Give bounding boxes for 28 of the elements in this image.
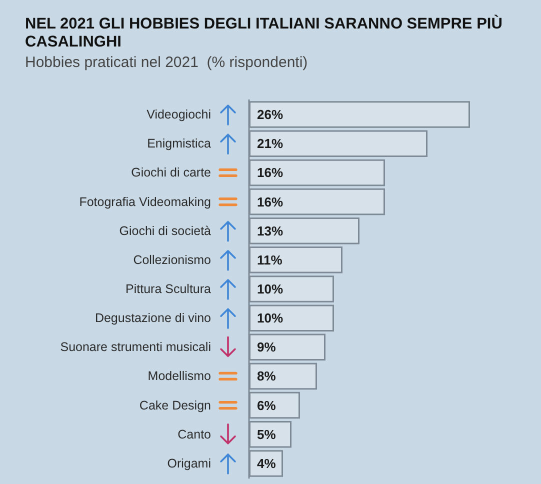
chart-title: NEL 2021 GLI HOBBIES DEGLI ITALIANI SARANNO SEMPRE PIÙ CASALINGHI xyxy=(25,14,507,50)
data-label: 4% xyxy=(257,456,276,471)
data-label: 11% xyxy=(257,252,283,268)
y-tick-label: Videogiochi xyxy=(146,108,211,122)
y-tick-label: Origami xyxy=(167,456,211,470)
chart-subtitle: Hobbies praticati nel 2021 (% rispondenti) xyxy=(25,54,308,71)
data-label: 21% xyxy=(257,136,284,152)
data-label: 10% xyxy=(257,282,284,296)
data-label: 6% xyxy=(257,398,276,413)
y-tick-label: Modellismo xyxy=(148,369,212,384)
y-tick-label: Degustazione di vino xyxy=(94,311,212,326)
y-tick-label: Cake Design xyxy=(139,398,212,412)
data-label: 9% xyxy=(257,340,276,355)
y-tick-label: Pittura Scultura xyxy=(126,282,212,296)
data-label: 10% xyxy=(257,310,284,326)
data-label: 26% xyxy=(257,107,284,122)
y-tick-label: Suonare strumenti musicali xyxy=(60,340,211,354)
y-tick-label: Enigmistica xyxy=(147,136,212,151)
data-label: 8% xyxy=(257,368,276,384)
y-tick-label: Fotografia Videomaking xyxy=(79,194,212,209)
data-label: 16% xyxy=(257,165,284,180)
data-label: 5% xyxy=(257,426,276,442)
y-tick-label: Giochi di carte xyxy=(131,166,212,180)
data-label: 16% xyxy=(257,194,284,210)
y-tick-label: Giochi di società xyxy=(119,224,212,238)
data-label: 13% xyxy=(257,223,284,238)
y-tick-label: Collezionismo xyxy=(133,252,212,267)
y-tick-label: Canto xyxy=(178,427,212,442)
